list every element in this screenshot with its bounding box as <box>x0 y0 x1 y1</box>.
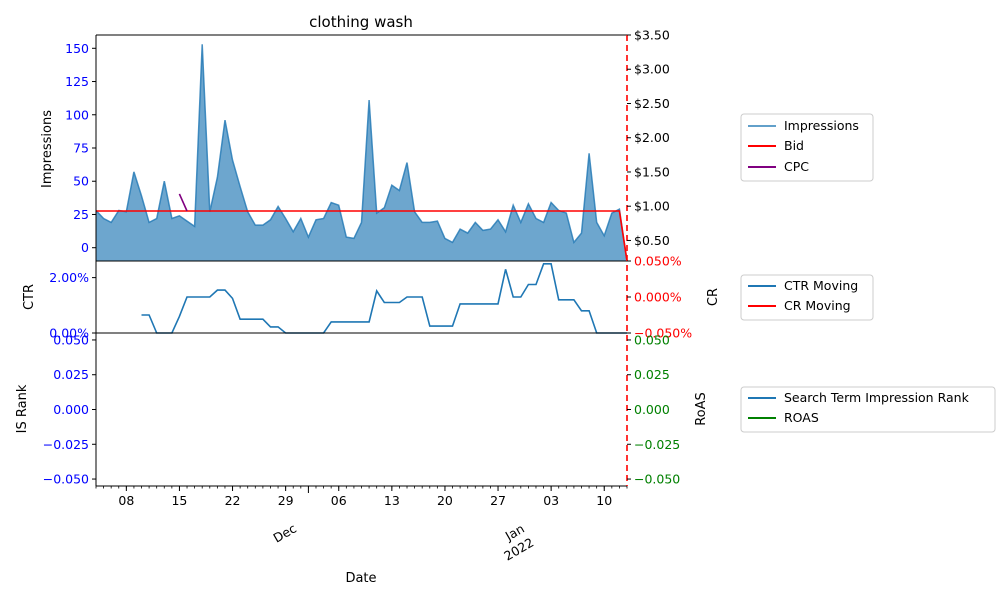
x-tick-label: 10 <box>596 493 612 508</box>
top-ytick-label: 75 <box>73 141 89 156</box>
top-y2tick-label: $1.50 <box>634 164 670 179</box>
top-y2tick-label: $2.50 <box>634 96 670 111</box>
bottom-y2tick-label: 0.000 <box>634 402 670 417</box>
plot-layer: 0 25 50 75 100 125 150 $0.50 $1.00 $1.50 $2.00 $2.5… <box>43 28 693 509</box>
middle-y2tick-label: 0.050% <box>634 254 682 269</box>
legend-impressions-label: Impressions <box>784 118 859 133</box>
bottom-ytick-label: 0.000 <box>53 402 89 417</box>
x-tick-label: 29 <box>278 493 294 508</box>
middle-y2label: CR <box>706 288 721 306</box>
x-tick-label: 03 <box>543 493 559 508</box>
bottom-ytick-label: −0.050 <box>43 472 89 487</box>
middle-legend: CTR Moving CR Moving <box>740 274 874 321</box>
legend-cpc-label: CPC <box>784 159 809 174</box>
middle-y2tick-label: −0.050% <box>634 326 692 341</box>
x-month-dec: Dec <box>271 521 300 546</box>
bottom-ylabel: IS Rank <box>15 384 30 433</box>
bottom-y2tick-label: −0.050 <box>634 472 680 487</box>
cpc-line <box>178 193 188 212</box>
top-ytick-label: 100 <box>65 107 89 122</box>
top-ylabel: Impressions <box>40 110 55 188</box>
top-ytick-label: 50 <box>73 174 89 189</box>
x-tick-label: 27 <box>490 493 506 508</box>
top-ytick-label: 125 <box>65 74 89 89</box>
middle-ytick-label: 0.00% <box>49 326 89 341</box>
bottom-ytick-label: 0.050 <box>53 332 89 347</box>
legend-roas-label: ROAS <box>784 410 819 425</box>
bottom-y2tick-label: 0.025 <box>634 367 670 382</box>
legend-isrank-label: Search Term Impression Rank <box>784 390 970 405</box>
top-y2tick-label: $3.00 <box>634 62 670 77</box>
top-ytick-label: 0 <box>81 240 89 255</box>
bottom-y2label: RoAS <box>694 392 709 426</box>
x-tick-label: 06 <box>331 493 347 508</box>
bottom-ytick-label: 0.025 <box>53 367 89 382</box>
legend-bid-label: Bid <box>784 138 804 153</box>
ctr-moving-line <box>141 262 627 334</box>
bottom-legend-box <box>740 386 996 433</box>
impressions-line <box>95 44 628 262</box>
top-legend-box <box>740 113 874 182</box>
impressions-area <box>96 44 627 261</box>
x-axis-label: Date <box>345 571 376 586</box>
top-legend: Impressions Bid CPC <box>740 113 874 182</box>
top-ytick-label: 25 <box>73 207 89 222</box>
x-tick-label: 20 <box>437 493 453 508</box>
legend-cr-label: CR Moving <box>784 298 851 313</box>
x-tick-label: 15 <box>171 493 187 508</box>
top-y2tick-label: $0.50 <box>634 233 670 248</box>
bottom-y2tick-label: −0.025 <box>634 437 680 452</box>
x-tick-label: 08 <box>118 493 134 508</box>
bottom-ytick-label: −0.025 <box>43 437 89 452</box>
middle-ylabel: CTR <box>22 284 37 310</box>
bottom-legend: Search Term Impression Rank ROAS <box>740 386 996 433</box>
middle-y2tick-label: 0.000% <box>634 290 682 305</box>
x-tick-label: 13 <box>384 493 400 508</box>
legend-ctr-label: CTR Moving <box>784 278 858 293</box>
bottom-y2tick-label: 0.050 <box>634 332 670 347</box>
top-ytick-label: 150 <box>65 41 89 56</box>
chart-title: clothing wash <box>309 13 413 31</box>
bid-line <box>96 210 628 262</box>
top-y2tick-label: $3.50 <box>634 28 670 43</box>
top-y2tick-label: $1.00 <box>634 199 670 214</box>
middle-ytick-label: 2.00% <box>49 270 89 285</box>
x-tick-label: 22 <box>225 493 241 508</box>
top-y2tick-label: $2.00 <box>634 130 670 145</box>
